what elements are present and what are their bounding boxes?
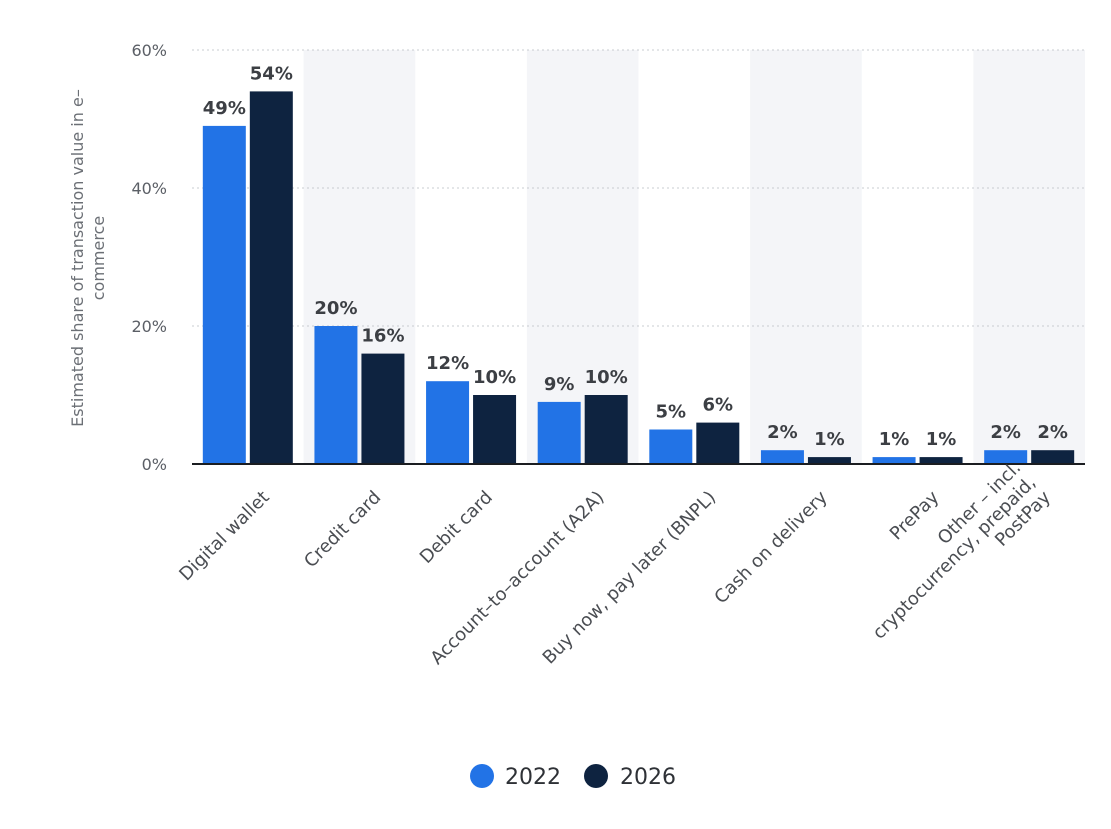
x-category-label: Credit card xyxy=(300,487,385,572)
x-category-label: Digital wallet xyxy=(175,487,273,585)
bar-2022 xyxy=(426,381,470,464)
bar-2026 xyxy=(696,422,740,464)
bar-2022 xyxy=(649,429,693,464)
data-label: 49% xyxy=(203,98,246,119)
bar-2022 xyxy=(872,457,916,464)
bar-2026 xyxy=(473,395,517,464)
category-band xyxy=(973,50,1085,464)
category-band xyxy=(750,50,862,464)
legend-label[interactable]: 2026 xyxy=(620,765,676,790)
bar-2026 xyxy=(919,457,963,464)
data-label: 10% xyxy=(585,367,628,388)
data-label: 1% xyxy=(814,429,845,450)
data-label: 12% xyxy=(426,353,469,374)
data-labels: 49%54%20%16%12%10% 9% 10%5% 6%2% 1% 1% 1% 2% 2% xyxy=(203,63,1068,450)
data-label: 54% xyxy=(250,63,293,84)
data-label: 1% xyxy=(926,429,957,450)
bar-2026 xyxy=(807,457,851,464)
bar-2022 xyxy=(202,125,246,465)
y-tick-label: 60% xyxy=(131,41,167,60)
bar-2026 xyxy=(361,353,405,464)
x-category-label: Other – incl.cryptocurrency, prepaid,Pos… xyxy=(854,457,1055,658)
bar-2026 xyxy=(584,395,628,464)
x-category-label-line: Digital wallet xyxy=(175,487,273,585)
data-label: 5% xyxy=(656,402,687,423)
bars xyxy=(202,91,1075,465)
y-axis-ticks: 0% 20% 40% 60% xyxy=(131,41,167,474)
y-tick-label: 20% xyxy=(131,317,167,336)
y-axis-title-line: commerce xyxy=(89,216,108,300)
y-axis-title: Estimated share of transaction value in … xyxy=(68,89,108,427)
data-label: 16% xyxy=(361,326,404,347)
x-category-label-line: Credit card xyxy=(300,487,385,572)
data-label: 2% xyxy=(990,422,1021,443)
gridlines xyxy=(192,49,1085,327)
x-category-label-line: Cash on delivery xyxy=(710,487,832,609)
y-tick-label: 0% xyxy=(142,455,167,474)
legend-marker[interactable] xyxy=(470,764,494,788)
legend: 2022 2026 xyxy=(470,764,676,790)
x-category-label: Debit card xyxy=(416,487,497,568)
bar-2022 xyxy=(537,401,581,464)
bar-2022 xyxy=(760,450,804,464)
category-bands xyxy=(303,50,1085,464)
legend-label[interactable]: 2022 xyxy=(505,765,561,790)
bar-2026 xyxy=(249,91,293,465)
legend-marker[interactable] xyxy=(584,764,608,788)
x-category-label: Cash on delivery xyxy=(710,487,832,609)
y-tick-label: 40% xyxy=(131,179,167,198)
data-label: 6% xyxy=(703,395,734,416)
data-label: 2% xyxy=(767,422,798,443)
x-category-label-line: Debit card xyxy=(416,487,497,568)
data-label: 10% xyxy=(473,367,516,388)
data-label: 9% xyxy=(544,374,575,395)
x-category-label-line: cryptocurrency, prepaid, xyxy=(869,472,1040,643)
data-label: 20% xyxy=(314,298,357,319)
data-label: 1% xyxy=(879,429,910,450)
bar-2022 xyxy=(314,326,358,464)
y-axis-title-line: Estimated share of transaction value in … xyxy=(68,89,87,427)
bar-2026 xyxy=(1031,450,1075,464)
data-label: 2% xyxy=(1037,422,1068,443)
x-axis-labels: Digital wallet Credit card Debit cardAccou… xyxy=(175,457,1055,669)
bar-2022 xyxy=(984,450,1028,464)
